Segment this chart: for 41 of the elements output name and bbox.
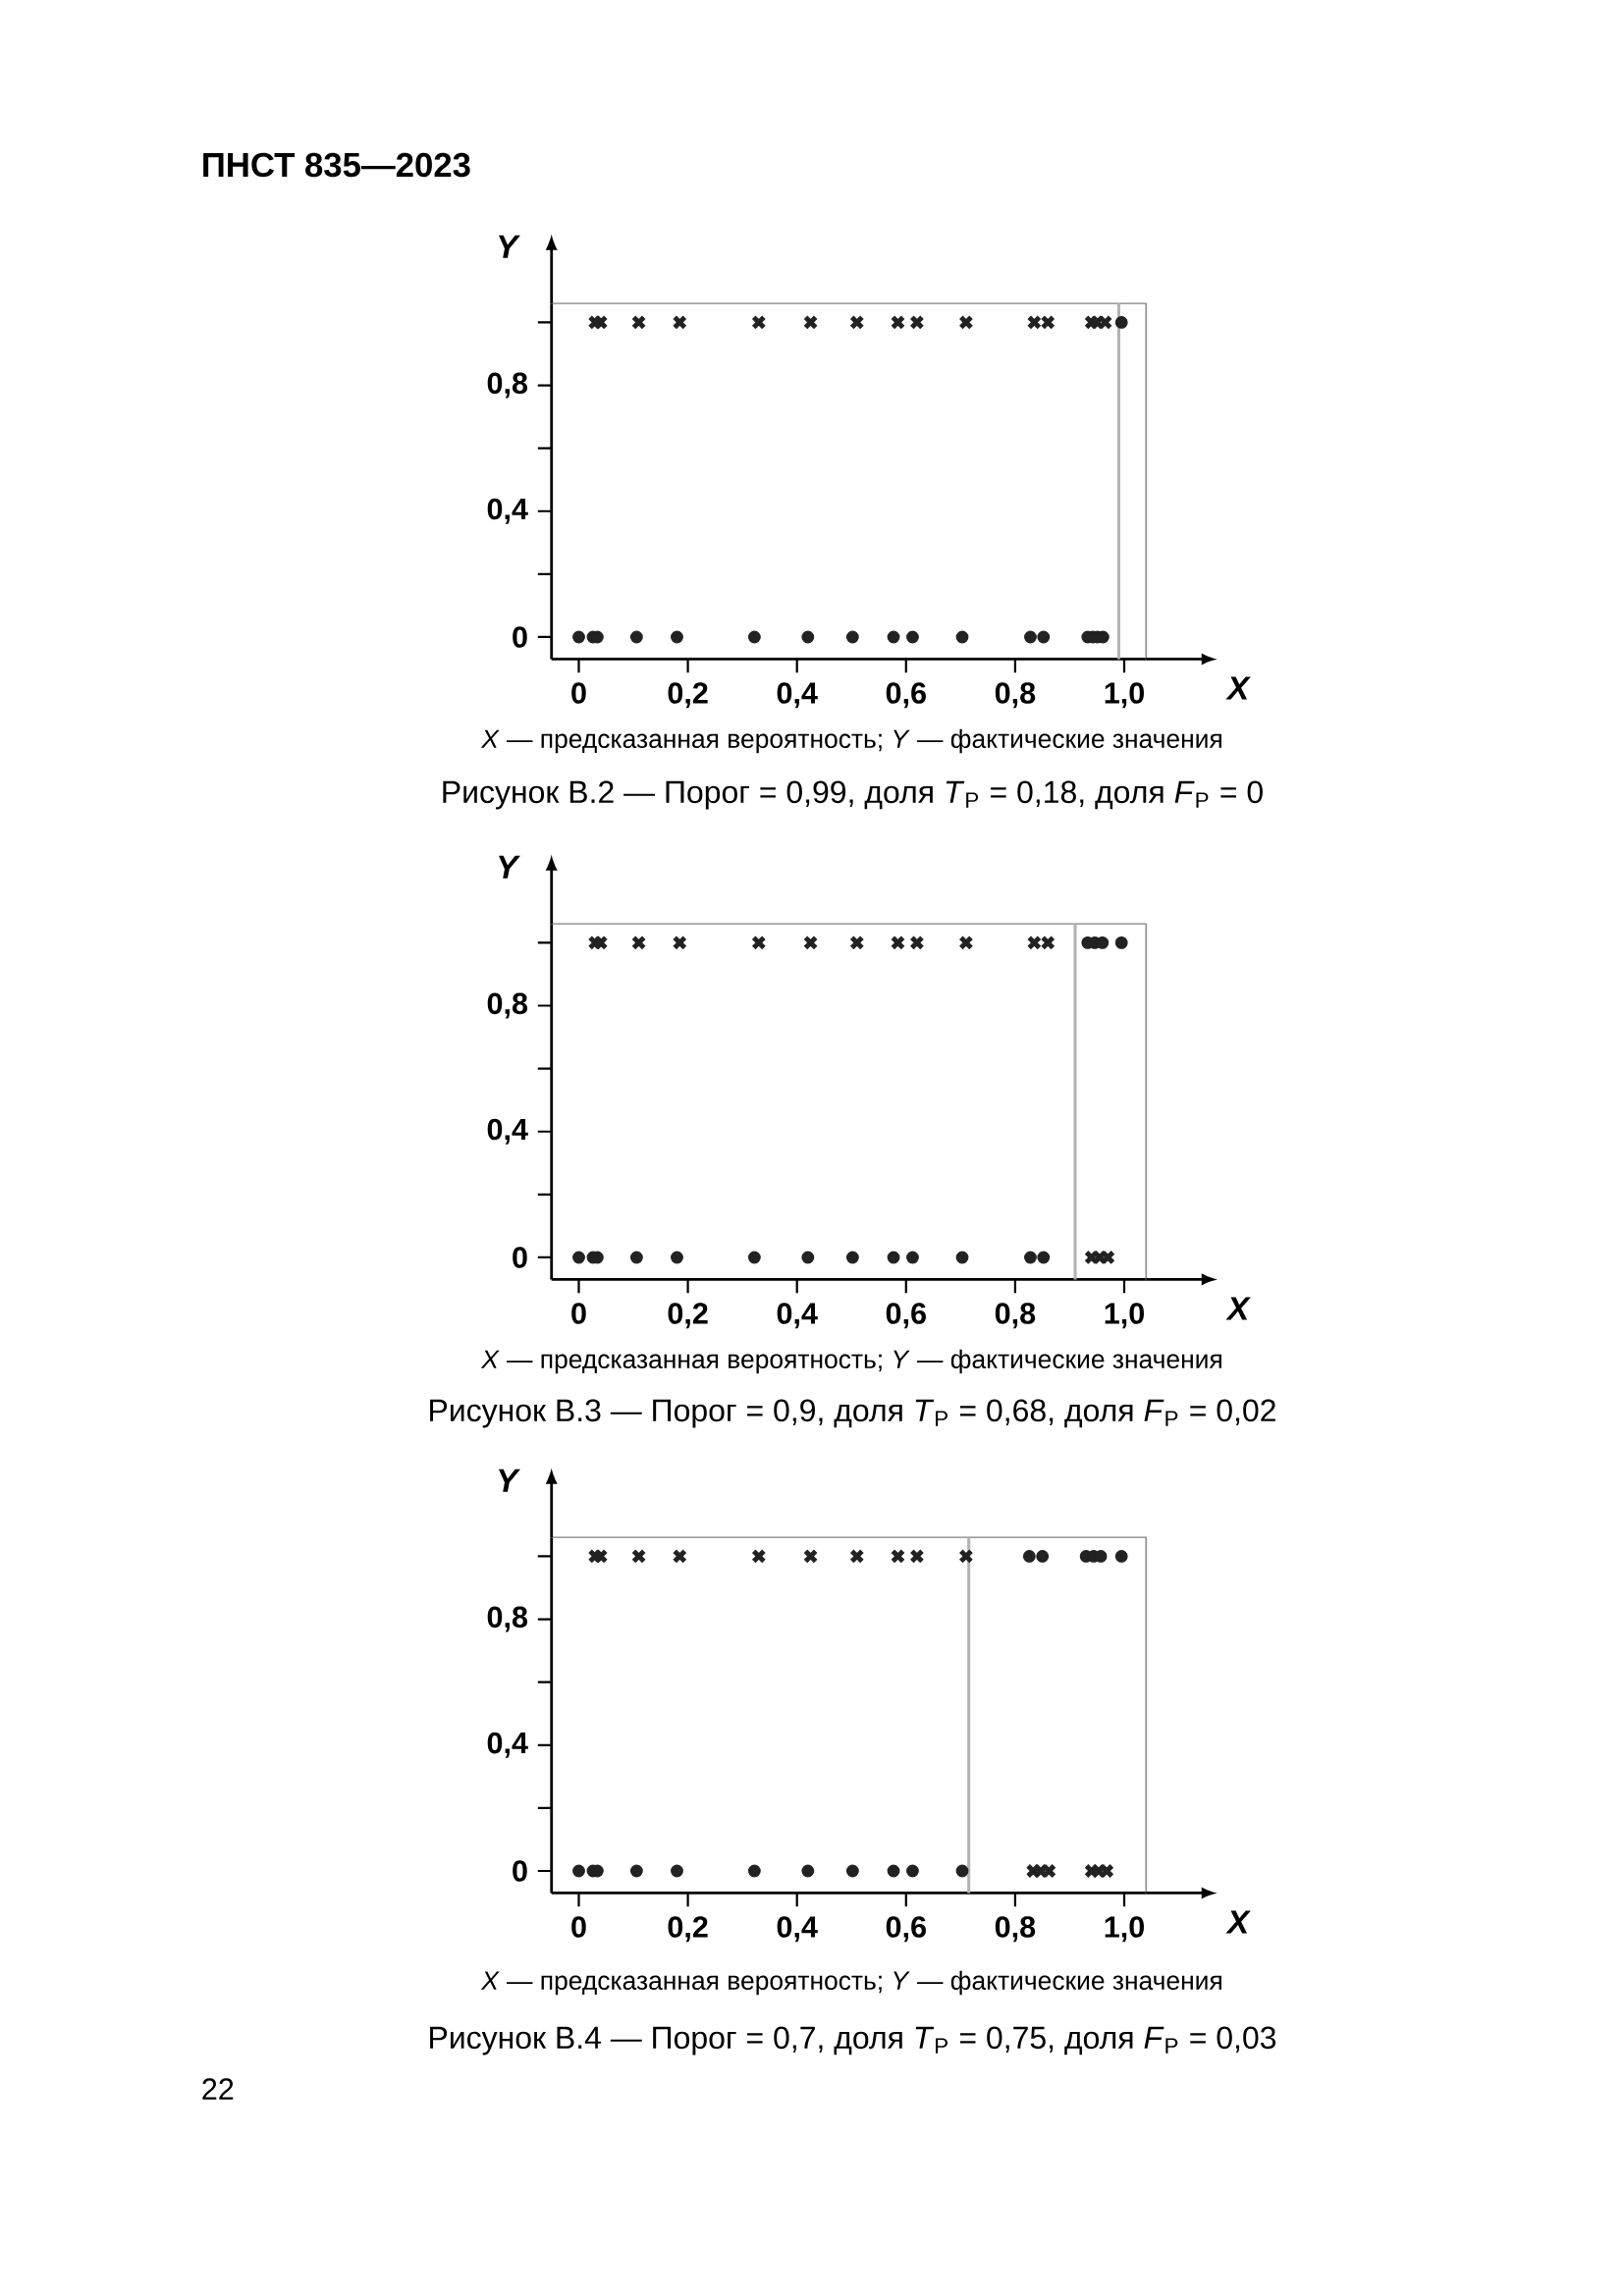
text: X — предсказанная вероятность; Y — фактические значения — [480, 1349, 1221, 1374]
y-axis-title: Y — [498, 235, 520, 258]
x-tick-label: 0,4 — [777, 1303, 818, 1329]
text: Рисунок В.2 — Порог = 0,99, доля T$_{P}$ = 0,18, доля F$_{P}$ = 0 — [443, 780, 1263, 810]
x-axis-title: X — [1225, 676, 1251, 700]
x-tick-label: 0,8 — [995, 1916, 1036, 1943]
x-tick-label: 0,6 — [886, 682, 926, 709]
y-tick-label: 0 — [513, 1247, 527, 1268]
x-axis-title: X — [1225, 1297, 1251, 1320]
y-tick-label: 0,8 — [487, 372, 528, 399]
text: Рисунок В.3 — Порог = 0,9, доля T$_{P}$ = 0,68, доля F$_{P}$ = 0,02 — [430, 1399, 1275, 1428]
x-tick-label: 0,6 — [886, 1303, 926, 1329]
text: X — предсказанная вероятность; Y — фактические значения — [480, 728, 1221, 754]
x-tick-label: 0,4 — [777, 682, 818, 709]
text: Рисунок В.4 — Порог = 0,7, доля T$_{P}$ = 0,75, доля F$_{P}$ = 0,03 — [430, 2026, 1276, 2056]
x-tick-label: 0,6 — [886, 1916, 926, 1943]
x-tick-label: 1,0 — [1105, 1916, 1144, 1943]
text: 22 — [202, 2078, 234, 2100]
y-tick-label: 0 — [513, 626, 527, 648]
x-tick-label: 1,0 — [1105, 682, 1144, 709]
x-tick-label: 0 — [571, 682, 586, 704]
x-tick-label: 0,8 — [995, 1303, 1036, 1329]
x-tick-label: 1,0 — [1105, 1303, 1144, 1329]
x-tick-label: 0,8 — [995, 682, 1036, 709]
x-tick-label: 0 — [571, 1916, 586, 1938]
x-tick-label: 0,2 — [668, 1303, 708, 1329]
y-tick-label: 0,4 — [487, 498, 528, 524]
y-axis-title: Y — [498, 855, 520, 879]
x-tick-label: 0,2 — [668, 1916, 708, 1943]
x-tick-label: 0,4 — [777, 1916, 818, 1943]
x-tick-label: 0 — [571, 1303, 586, 1324]
y-tick-label: 0,4 — [487, 1118, 528, 1145]
y-axis-title: Y — [498, 1468, 520, 1492]
y-tick-label: 0,8 — [487, 1606, 528, 1632]
text: X — предсказанная вероятность; Y — фактические значения — [480, 1970, 1221, 1996]
y-tick-label: 0 — [513, 1860, 527, 1882]
x-tick-label: 0,2 — [668, 682, 708, 709]
y-tick-label: 0,8 — [487, 992, 528, 1019]
x-axis-title: X — [1225, 1910, 1251, 1934]
text: ПНСТ 835—2023 — [203, 152, 470, 178]
y-tick-label: 0,4 — [487, 1732, 528, 1758]
